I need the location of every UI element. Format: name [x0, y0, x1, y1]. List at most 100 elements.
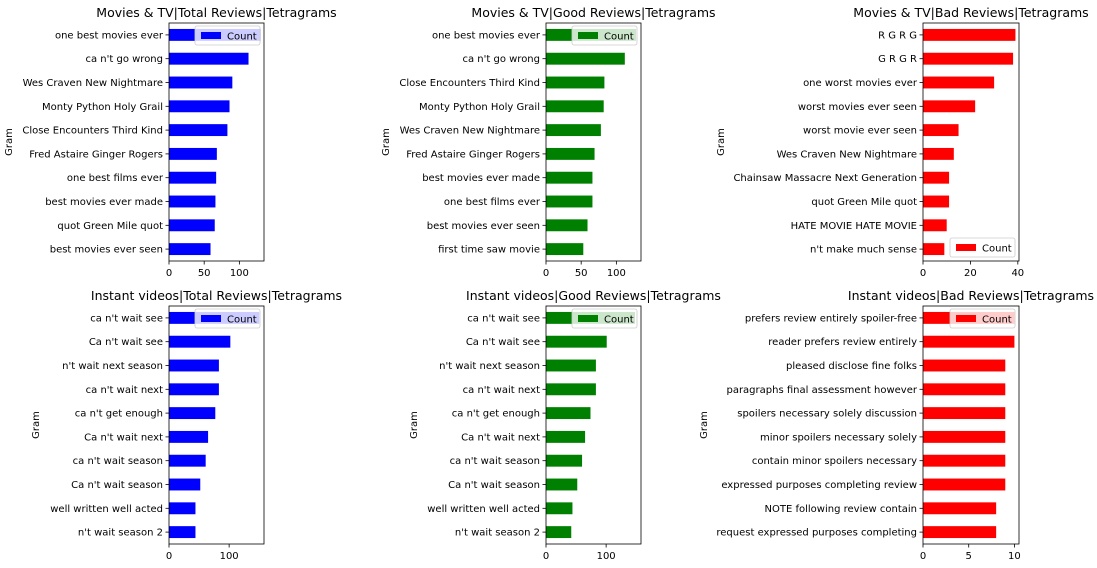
y-axis-label: Gram	[381, 128, 392, 156]
bar	[923, 147, 954, 160]
y-tick-label: spoilers necessary solely discussion	[737, 409, 917, 420]
axes-frame	[168, 305, 265, 545]
legend-box	[949, 237, 1016, 258]
bar	[923, 407, 1006, 420]
legend-label: Count	[982, 315, 1012, 326]
x-tick-label: 5	[966, 551, 972, 562]
y-tick-label: ca n't wait see	[467, 313, 540, 324]
x-tick-label: 0	[543, 551, 549, 562]
x-tick-label: 0	[920, 268, 926, 279]
x-tick-label: 0	[543, 268, 549, 279]
bar	[923, 526, 997, 539]
legend-swatch	[578, 315, 598, 322]
y-tick-label: one worst movies ever	[803, 78, 918, 89]
y-tick-label: quot Green Mile quot	[57, 221, 163, 232]
legend-swatch	[956, 315, 976, 322]
bar	[169, 243, 211, 256]
axes-frame	[545, 22, 642, 262]
x-tick-label: 100	[220, 551, 239, 562]
bar	[923, 383, 1006, 396]
y-tick-label: Ca n't wait season	[448, 480, 540, 491]
x-tick-label: 50	[198, 268, 211, 279]
y-tick-label: n't make much sense	[810, 245, 917, 256]
bar	[923, 502, 997, 515]
bar	[169, 478, 201, 491]
y-tick-label: ca n't go wrong	[85, 54, 163, 65]
legend-box	[194, 25, 261, 46]
y-tick-label: worst movie ever seen	[803, 126, 917, 137]
legend-label: Count	[604, 315, 634, 326]
legend: Count	[194, 308, 261, 329]
y-tick-label: well written well acted	[50, 504, 163, 515]
bar	[923, 478, 1006, 491]
legend-swatch	[201, 32, 221, 39]
chart-panel-1: one best movies ever ca n't go wrong Wes C…	[4, 5, 337, 279]
y-tick-label: G R G R	[878, 54, 917, 65]
legend-label: Count	[982, 244, 1012, 255]
y-tick-label: Monty Python Holy Grail	[42, 102, 163, 113]
chart-panel-4: ca n't wait see Ca n't wait see n't wait n…	[31, 288, 342, 562]
legend-box	[194, 308, 261, 329]
chart-title: Instant videos|Good Reviews|Tetragrams	[466, 288, 721, 303]
legend: Count	[194, 25, 261, 46]
y-axis-label: Gram	[4, 128, 15, 156]
bar	[169, 526, 196, 539]
y-tick-label: Wes Craven New Nightmare	[777, 149, 917, 160]
chart-title: Instant videos|Bad Reviews|Tetragrams	[848, 288, 1094, 303]
bar	[546, 526, 572, 539]
y-tick-label: well written well acted	[427, 504, 540, 515]
y-tick-label: n't wait next season	[439, 361, 540, 372]
x-tick-label: 50	[575, 268, 588, 279]
chart-title: Instant videos|Total Reviews|Tetragrams	[91, 288, 342, 303]
bar	[169, 195, 216, 208]
y-tick-label: Chainsaw Massacre Next Generation	[733, 173, 917, 184]
bar	[923, 219, 947, 232]
y-tick-label: minor spoilers necessary solely	[760, 432, 917, 443]
y-tick-label: Wes Craven New Nightmare	[400, 126, 540, 137]
chart-panel-2: one best movies ever ca n't go wrong Close…	[381, 5, 716, 279]
axes-frame	[545, 305, 642, 545]
bar	[923, 124, 959, 137]
y-tick-label: worst movies ever seen	[798, 102, 917, 113]
bar	[169, 335, 231, 348]
bar	[546, 52, 625, 65]
y-tick-label: request expressed purposes completing	[716, 528, 917, 539]
y-tick-label: one best films ever	[67, 173, 164, 184]
chart-title: Movies & TV|Bad Reviews|Tetragrams	[853, 5, 1088, 20]
legend: Count	[571, 308, 638, 329]
legend: Count	[571, 25, 638, 46]
x-tick-label: 10	[1008, 551, 1021, 562]
y-axis-label: Gram	[409, 411, 420, 439]
chart-panel-6: prefers review entirely spoiler-free read…	[699, 288, 1094, 562]
bar	[169, 52, 249, 65]
x-tick-label: 0	[166, 551, 172, 562]
legend-swatch	[201, 315, 221, 322]
y-tick-label: Fred Astaire Ginger Rogers	[406, 149, 540, 160]
bar	[169, 76, 233, 89]
bar	[546, 454, 583, 467]
y-tick-label: Monty Python Holy Grail	[419, 102, 540, 113]
bar	[169, 454, 206, 467]
bar	[923, 335, 1015, 348]
y-tick-label: Close Encounters Third Kind	[399, 78, 540, 89]
y-tick-label: one best movies ever	[432, 30, 541, 41]
y-tick-label: one best films ever	[444, 197, 541, 208]
y-tick-label: ca n't wait season	[73, 456, 163, 467]
bar	[923, 100, 976, 113]
legend: Count	[949, 237, 1016, 258]
bar	[923, 454, 1006, 467]
legend: Count	[949, 308, 1016, 329]
bar	[923, 195, 950, 208]
legend-box	[949, 308, 1016, 329]
bar	[546, 147, 595, 160]
y-tick-label: Ca n't wait season	[71, 480, 163, 491]
bar	[923, 243, 945, 256]
y-axis-label: Gram	[716, 128, 727, 156]
bar	[923, 171, 950, 184]
y-tick-label: best movies ever made	[45, 197, 163, 208]
x-tick-label: 20	[964, 268, 977, 279]
bar	[546, 243, 584, 256]
y-tick-label: first time saw movie	[438, 245, 540, 256]
y-tick-label: n't wait season 2	[455, 528, 540, 539]
